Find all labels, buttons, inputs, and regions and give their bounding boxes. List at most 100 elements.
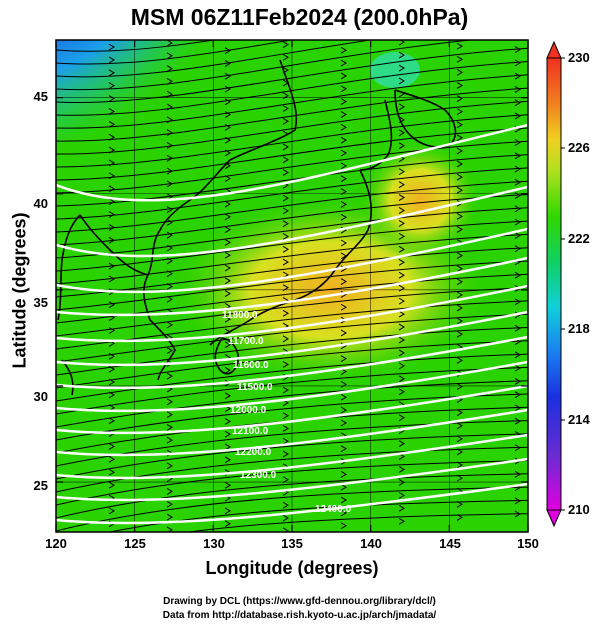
wind-arrow xyxy=(224,341,231,349)
wind-arrow xyxy=(224,98,231,106)
wind-arrow xyxy=(340,329,347,337)
wind-arrow xyxy=(340,278,347,285)
wind-arrow xyxy=(224,251,231,259)
wind-arrow xyxy=(109,547,114,553)
wind-arrow xyxy=(398,64,405,72)
wind-arrow xyxy=(167,540,172,546)
streamline xyxy=(56,100,528,155)
height-contour xyxy=(56,185,528,258)
wind-arrow xyxy=(224,507,231,515)
wind-arrow xyxy=(224,226,231,234)
wind-arrow xyxy=(108,133,115,141)
wind-arrow xyxy=(108,82,115,90)
wind-arrow xyxy=(514,112,521,120)
wind-arrow xyxy=(514,470,521,478)
x-tick-label: 135 xyxy=(281,536,303,551)
streamline xyxy=(56,194,528,246)
wind-arrow xyxy=(456,265,463,273)
wind-arrow xyxy=(456,422,463,430)
wind-arrow xyxy=(514,404,521,412)
wind-arrow xyxy=(108,198,115,206)
wind-arrow xyxy=(166,423,173,431)
wind-arrow xyxy=(398,362,405,370)
wind-arrow xyxy=(340,239,347,247)
x-tick-label: 150 xyxy=(517,536,539,551)
wind-arrow xyxy=(398,258,405,266)
wind-arrow xyxy=(340,111,347,118)
y-tick-label: 30 xyxy=(33,389,48,404)
wind-arrow xyxy=(456,448,463,456)
colorbar-ticks xyxy=(561,57,565,511)
wind-arrow xyxy=(514,377,521,385)
wind-arrow xyxy=(514,205,521,213)
wind-arrow xyxy=(282,207,289,215)
wind-arrow xyxy=(340,188,347,196)
wind-arrow xyxy=(166,372,173,380)
streamline xyxy=(56,380,528,428)
streamline xyxy=(56,287,528,337)
wind-arrow xyxy=(108,301,115,309)
height-contour xyxy=(56,433,528,480)
wind-arrow xyxy=(108,352,115,360)
wind-arrow xyxy=(108,262,115,270)
wind-arrow xyxy=(282,233,289,240)
contour-label: 12100.0 xyxy=(232,426,269,437)
wind-arrow xyxy=(456,82,463,89)
wind-arrow xyxy=(398,479,405,486)
wind-arrow xyxy=(457,4,462,10)
wind-arrow xyxy=(166,462,173,470)
streamline xyxy=(56,327,528,376)
height-contour xyxy=(56,310,528,367)
wind-arrow xyxy=(166,40,173,47)
wind-arrow xyxy=(340,149,347,157)
y-tick-label: 45 xyxy=(33,89,48,104)
wind-arrow xyxy=(108,95,115,102)
wind-arrow xyxy=(340,303,347,311)
streamline xyxy=(56,233,528,285)
wind-arrow xyxy=(166,129,173,137)
wind-arrow xyxy=(108,481,115,489)
wind-arrow xyxy=(224,123,231,131)
wind-arrow xyxy=(456,121,463,129)
streamline xyxy=(56,460,528,506)
contour-label: 12200.0 xyxy=(235,447,272,458)
streamline xyxy=(56,260,528,311)
wind-arrow xyxy=(108,146,115,154)
streamline xyxy=(56,47,528,103)
wind-arrow xyxy=(224,85,231,93)
wind-arrow xyxy=(283,29,288,35)
wind-arrow xyxy=(166,257,173,265)
wind-arrow xyxy=(340,98,347,106)
streamline xyxy=(56,154,528,207)
wind-arrow xyxy=(224,520,231,528)
streamline xyxy=(56,300,528,350)
wind-arrow xyxy=(166,244,173,252)
wind-arrow xyxy=(456,68,463,76)
wind-arrow xyxy=(166,270,173,278)
wind-arrow xyxy=(166,65,173,73)
x-tick-label: 145 xyxy=(439,536,461,551)
streamline xyxy=(56,40,295,65)
wind-arrow xyxy=(398,310,405,318)
wind-arrow xyxy=(398,284,405,292)
height-contours xyxy=(56,123,528,525)
streamline xyxy=(56,340,528,389)
wind-arrow xyxy=(166,154,173,162)
wind-arrow xyxy=(108,56,115,64)
contour-labels: 11800.0 11700.0 11600.0 11500.0 12000.0 … xyxy=(222,310,352,515)
wind-arrow xyxy=(456,55,463,63)
wind-arrow xyxy=(514,298,521,306)
wind-arrow xyxy=(398,129,405,137)
wind-arrow xyxy=(224,481,231,489)
wind-arrow xyxy=(514,245,521,253)
wind-arrow xyxy=(282,527,289,532)
credit-data: Data from http://database.rish.kyoto-u.a… xyxy=(162,610,437,621)
wind-arrow xyxy=(224,315,231,323)
wind-arrow xyxy=(166,488,173,495)
wind-arrow xyxy=(108,185,115,193)
wind-arrow xyxy=(224,200,231,208)
wind-arrow xyxy=(166,283,173,290)
wind-arrow xyxy=(282,361,289,368)
wind-arrow xyxy=(108,120,115,128)
